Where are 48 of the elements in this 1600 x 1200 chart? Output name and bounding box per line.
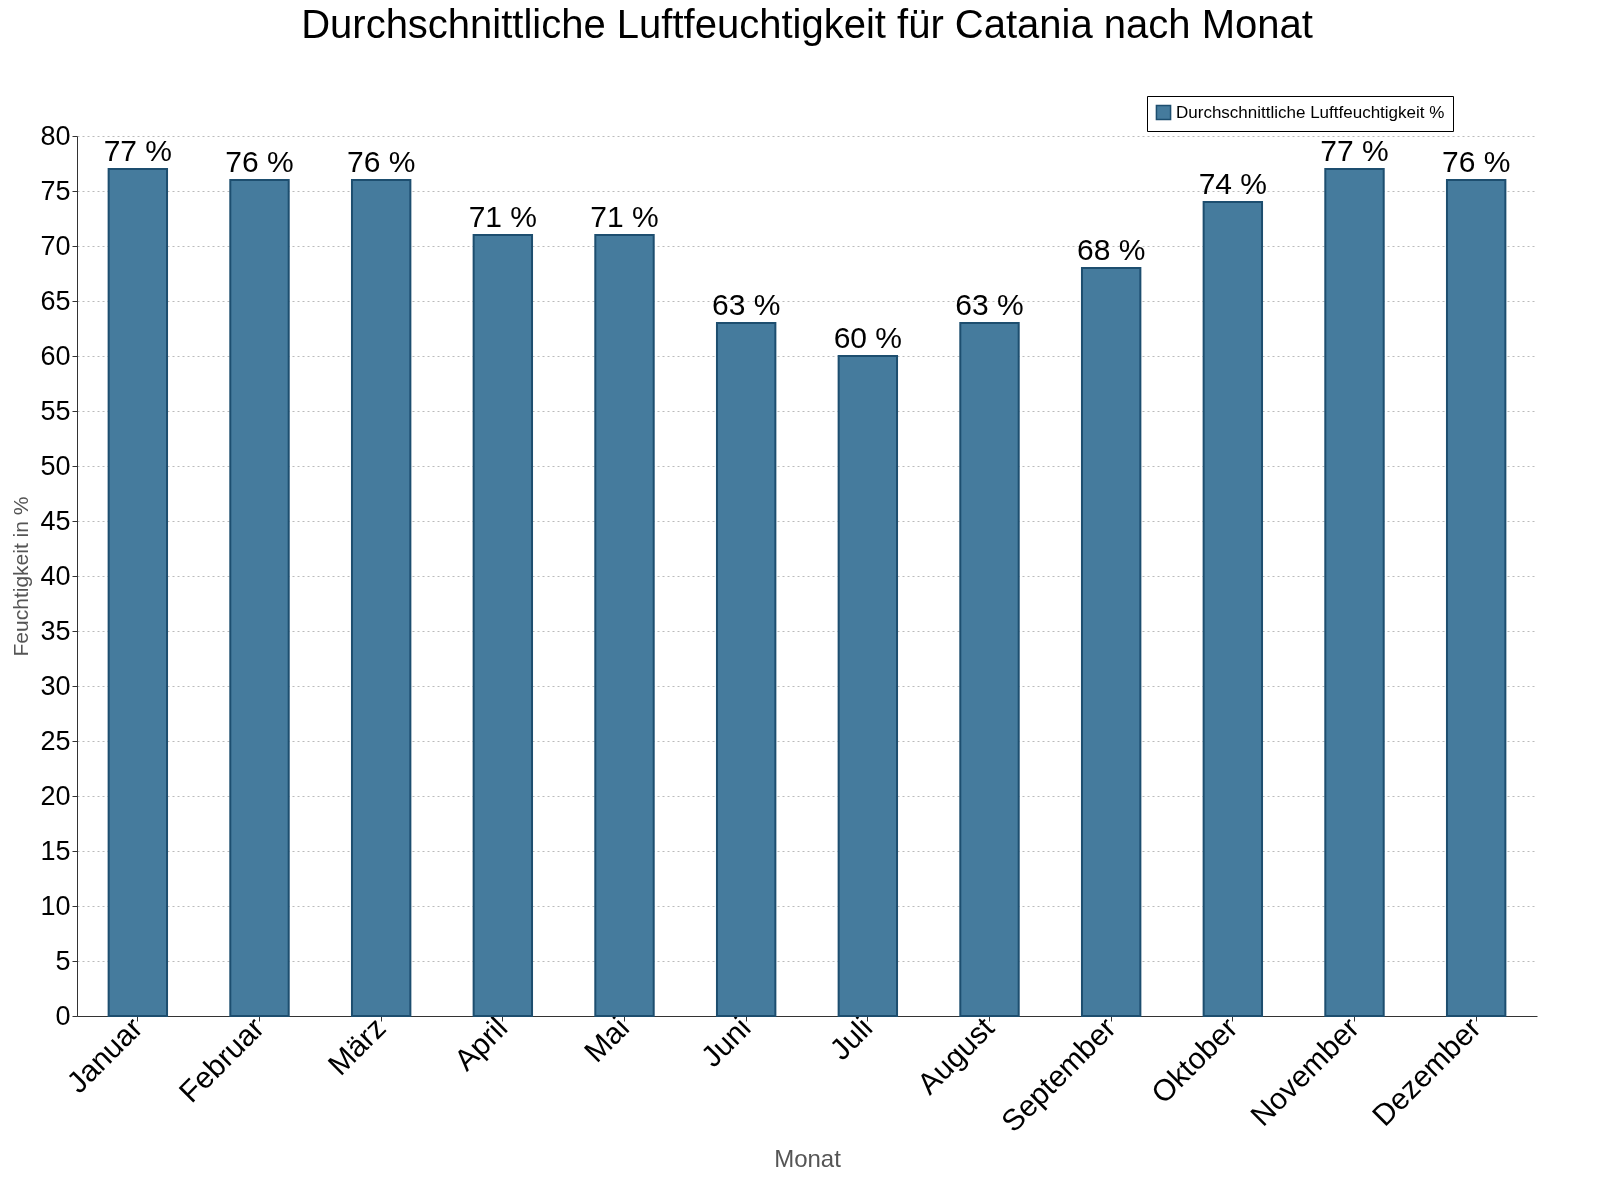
data-label: 63 %	[955, 288, 1024, 321]
legend-label: Durchschnittliche Luftfeuchtigkeit %	[1176, 102, 1445, 122]
y-tick-label: 25	[40, 725, 71, 756]
bar	[229, 179, 290, 1017]
y-tick-label: 45	[40, 505, 71, 536]
y-tick-label: 30	[40, 670, 71, 701]
bar	[837, 355, 899, 1017]
data-label: 77 %	[1320, 134, 1389, 167]
y-tick-label: 70	[40, 230, 71, 261]
x-tick-label: Juni	[694, 1010, 757, 1074]
x-axis-title: Monat	[774, 1144, 842, 1172]
bar	[1202, 201, 1264, 1017]
data-label: 74 %	[1198, 167, 1268, 200]
bar	[107, 168, 169, 1017]
bar	[472, 234, 534, 1017]
y-axis-title: Feuchtigkeit in %	[9, 496, 33, 657]
data-label: 71 %	[590, 200, 659, 233]
data-label: 63 %	[711, 288, 781, 321]
x-tick-label: Mai	[577, 1010, 636, 1069]
x-tick-label: Juli	[823, 1010, 879, 1066]
bar	[594, 234, 655, 1017]
data-label: 76 %	[225, 145, 294, 178]
data-label: 71 %	[468, 200, 538, 233]
y-tick-label: 20	[40, 780, 71, 811]
data-label: 60 %	[833, 321, 903, 354]
bar	[350, 179, 412, 1017]
y-tick-label: 65	[40, 285, 71, 316]
y-tick-label: 0	[55, 1000, 71, 1031]
y-tick-label: 15	[40, 835, 71, 866]
y-tick-label: 5	[55, 945, 71, 976]
y-tick-label: 50	[40, 450, 71, 481]
data-label: 77 %	[103, 134, 173, 167]
data-label: 76 %	[1441, 145, 1511, 178]
y-tick-label: 60	[40, 340, 71, 371]
data-label: 76 %	[346, 145, 416, 178]
y-tick-label: 80	[40, 120, 71, 151]
bar	[959, 322, 1020, 1017]
chart-title: Durchschnittliche Luftfeuchtigkeit für Catania nach Monat	[301, 1, 1313, 46]
bar	[715, 322, 777, 1017]
bar	[1445, 179, 1507, 1017]
data-label: 68 %	[1076, 233, 1146, 266]
y-tick-label: 55	[40, 395, 71, 426]
y-tick-label: 75	[40, 175, 71, 206]
bar	[1324, 168, 1385, 1017]
bar	[1080, 267, 1142, 1017]
y-tick-label: 10	[40, 890, 71, 921]
y-tick-label: 35	[40, 615, 71, 646]
y-tick-label: 40	[40, 560, 71, 591]
